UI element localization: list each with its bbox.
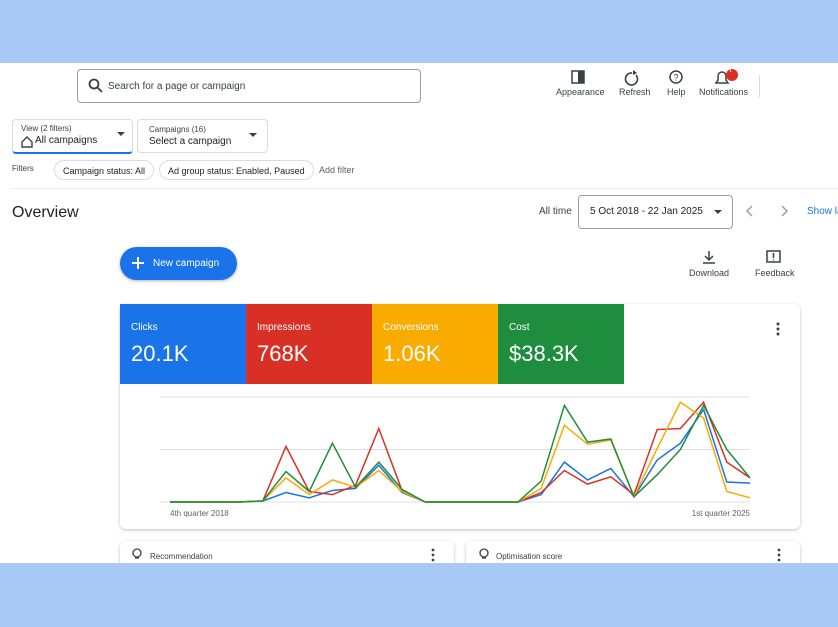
- svg-text:?: ?: [673, 73, 678, 83]
- help[interactable]: Help: [667, 87, 686, 97]
- dropdown-arrow: [117, 132, 125, 136]
- notifications[interactable]: Notifications: [699, 87, 749, 97]
- search-icon: [88, 78, 103, 93]
- overview-title: Overview: [12, 204, 79, 221]
- metric-tile[interactable]: Clicks 20.1K: [120, 304, 246, 384]
- view-label: View (2 filters): [21, 124, 72, 133]
- metric-label: Conversions: [383, 322, 439, 333]
- date-range-text: 5 Oct 2018 - 22 Jan 2025: [590, 206, 703, 217]
- metric-tile[interactable]: Cost $38.3K: [498, 304, 624, 384]
- appearance[interactable]: Appearance: [556, 87, 605, 97]
- search-placeholder: Search for a page or campaign: [108, 81, 246, 92]
- plus-icon: [132, 257, 144, 269]
- home-icon: [21, 136, 33, 148]
- card-title: Optimisation score: [496, 552, 563, 561]
- divider: [759, 75, 760, 97]
- download[interactable]: Download: [689, 268, 730, 278]
- card-icons: [132, 548, 781, 562]
- optimisation-card: Optimisation score: [466, 541, 800, 563]
- series-line: [170, 403, 751, 503]
- add-filter[interactable]: Add filter: [319, 165, 355, 175]
- campaign-select[interactable]: Campaigns (16) Select a campaign: [137, 119, 268, 153]
- dropdown-arrow: [714, 210, 722, 214]
- refresh[interactable]: Refresh: [619, 87, 651, 97]
- series-line: [170, 401, 751, 503]
- view-select[interactable]: View (2 filters) All campaigns: [12, 119, 133, 154]
- filter-chip[interactable]: Ad group status: Enabled, Paused: [159, 160, 314, 180]
- metric-value: 1.06K: [383, 341, 441, 366]
- notification-badge: !: [729, 64, 732, 74]
- more-menu[interactable]: [775, 322, 781, 336]
- x-tick-label: 4th quarter 2018: [170, 509, 229, 518]
- x-tick-label: 1st quarter 2025: [692, 509, 751, 518]
- campaigns-label: Campaigns (16): [149, 125, 206, 134]
- metric-value: $38.3K: [509, 341, 579, 366]
- metric-tile[interactable]: Conversions 1.06K: [372, 304, 498, 384]
- campaigns-value: Select a campaign: [149, 136, 232, 147]
- divider: [12, 188, 838, 189]
- header-icons: ?: [571, 69, 738, 86]
- metric-tile[interactable]: Impressions 768K: [246, 304, 372, 384]
- feedback[interactable]: Feedback: [755, 268, 795, 278]
- view-value: All campaigns: [35, 135, 98, 146]
- chart: 4th quarter 2018 1st quarter 2025: [160, 396, 751, 518]
- metric-value: 768K: [257, 341, 309, 366]
- range-label: All time: [539, 206, 572, 217]
- new-campaign-label: New campaign: [153, 258, 220, 269]
- filter-chip[interactable]: Campaign status: All: [54, 160, 155, 180]
- series-line: [170, 407, 751, 503]
- metric-value: 20.1K: [131, 341, 189, 366]
- metric-label: Impressions: [257, 322, 311, 333]
- dropdown-arrow: [249, 133, 257, 137]
- card-title: Recommendation: [150, 552, 213, 561]
- recommendation-card: Recommendation: [120, 541, 454, 563]
- search-box[interactable]: Search for a page or campaign: [77, 69, 421, 103]
- new-campaign-button[interactable]: New campaign: [120, 247, 237, 280]
- date-nav[interactable]: [744, 204, 794, 218]
- show-link[interactable]: Show la: [807, 206, 838, 217]
- metric-label: Clicks: [131, 322, 158, 333]
- filters-label: Filters: [12, 164, 34, 173]
- tool-icons: [703, 250, 781, 264]
- date-range[interactable]: 5 Oct 2018 - 22 Jan 2025: [578, 195, 733, 229]
- series-line: [170, 400, 751, 503]
- app: Search for a page or campaign ? ! Appear…: [0, 63, 838, 563]
- metric-label: Cost: [509, 322, 530, 333]
